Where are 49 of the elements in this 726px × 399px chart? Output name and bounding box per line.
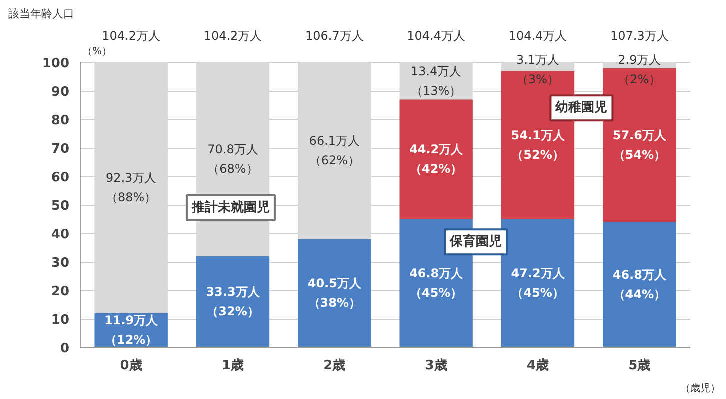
series-label: 保育園児: [448, 234, 502, 250]
bar: [298, 239, 372, 348]
data-label: 70.8万人（68%）: [208, 142, 258, 176]
series-label: 幼稚園児: [554, 100, 608, 116]
text: 106.7万人: [305, 28, 364, 43]
data-label: 46.8万人（45%）: [410, 266, 464, 300]
x-tick-label: 4歳: [526, 358, 550, 374]
bar: [603, 222, 676, 348]
y-axis-title: （%）: [82, 46, 112, 58]
data-label: 2.9万人（2%）: [618, 52, 662, 86]
x-axis-title: （歳児）: [680, 382, 720, 394]
text: 該当年齢人口: [8, 8, 74, 20]
data-label: 66.1万人（62%）: [309, 134, 360, 168]
data-label: 92.3万人（88%）: [106, 171, 157, 205]
y-tick-label: 80: [51, 114, 70, 129]
y-tick-label: 0: [60, 342, 70, 356]
y-tick-label: 100: [42, 56, 70, 72]
series-label: 推計未就園児: [190, 199, 270, 216]
y-tick-label: 50: [51, 199, 70, 214]
y-tick-label: 70: [51, 142, 70, 158]
x-tick-label: 1歳: [222, 358, 244, 374]
data-label: 44.2万人（42%）: [410, 142, 464, 176]
y-tick-label: 90: [51, 85, 70, 100]
x-tick-label: 0歳: [120, 358, 142, 374]
bar: [501, 219, 575, 348]
data-label: 54.1万人（52%）: [511, 128, 566, 162]
text: 104.4万人: [508, 28, 568, 43]
text: 107.3万人: [610, 28, 669, 43]
y-tick-label: 40: [51, 228, 70, 243]
text: 104.2万人: [102, 28, 161, 43]
y-tick-label: 60: [51, 170, 70, 186]
x-tick-label: 2歳: [324, 358, 346, 374]
bar: [196, 256, 270, 348]
text: 104.2万人: [204, 28, 262, 43]
text: 104.4万人: [407, 28, 466, 43]
data-label: 11.9万人（12%）: [104, 314, 160, 348]
x-tick-label: 5歳: [628, 358, 651, 374]
data-label: 46.8万人（44%）: [612, 268, 668, 302]
data-label: 40.5万人（38%）: [308, 276, 362, 310]
y-tick-label: 30: [51, 256, 70, 272]
data-label: 33.3万人（32%）: [206, 285, 261, 319]
data-label: 3.1万人（3%）: [516, 52, 560, 86]
x-tick-label: 3歳: [425, 358, 448, 374]
bar: [400, 100, 473, 220]
data-label: 57.6万人（54%）: [612, 128, 668, 162]
data-label: 13.4万人（13%）: [410, 64, 462, 98]
y-tick-label: 10: [51, 313, 70, 328]
y-tick-label: 20: [51, 284, 70, 300]
data-label: 47.2万人（45%）: [511, 266, 566, 300]
